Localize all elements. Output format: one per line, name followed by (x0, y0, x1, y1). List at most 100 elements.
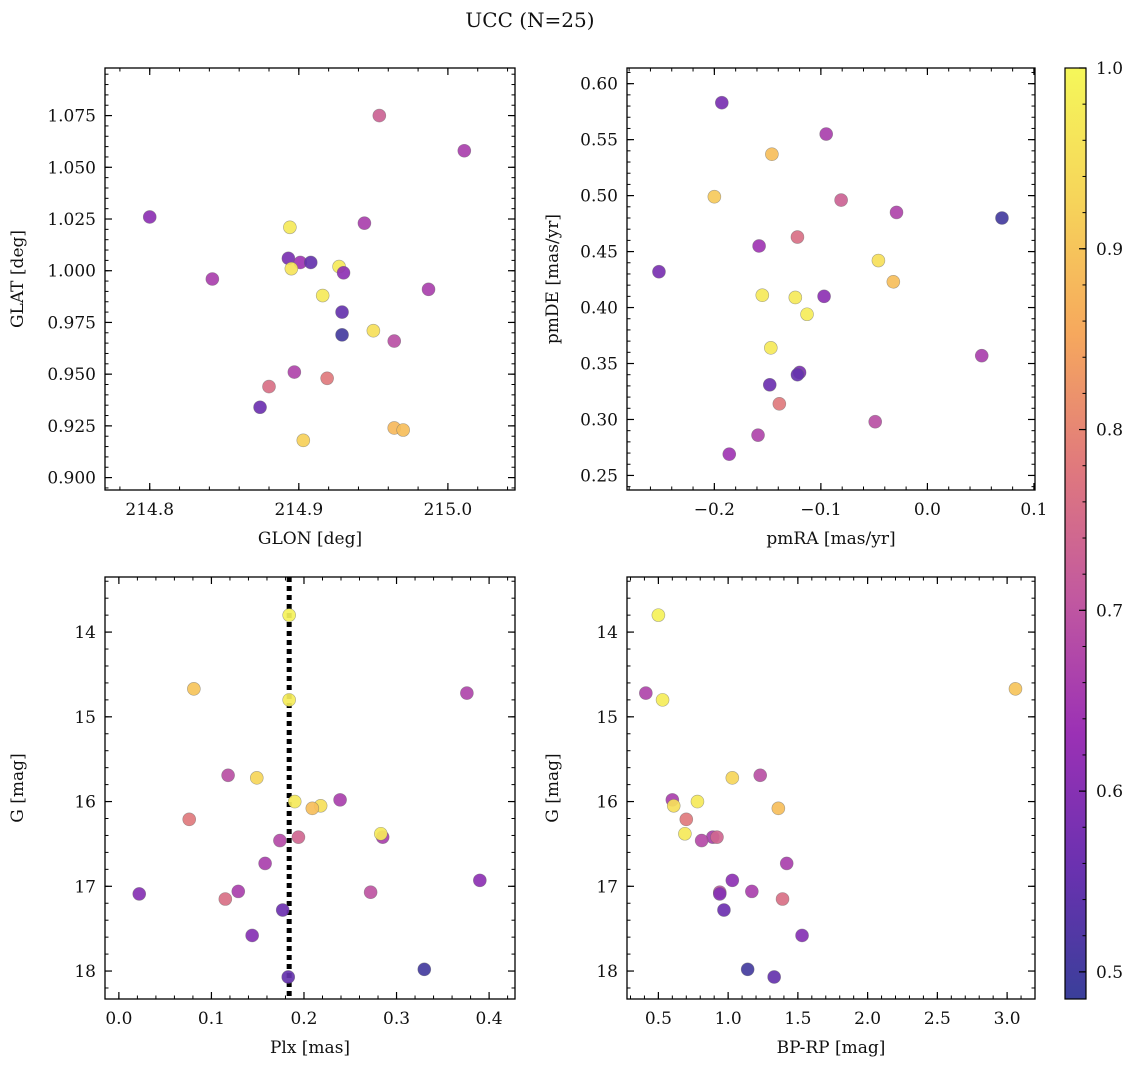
data-point (752, 239, 766, 253)
data-point (819, 127, 834, 141)
y-tick-label: 0.50 (580, 187, 618, 207)
data-point (258, 856, 272, 871)
data-point (725, 771, 740, 785)
y-axis-label: G [mag] (8, 753, 28, 822)
data-point (296, 433, 311, 448)
data-point (335, 328, 349, 342)
x-tick-label: 0.3 (383, 1009, 410, 1029)
y-tick-label: 0.925 (47, 417, 96, 437)
y-tick-label: 0.35 (580, 355, 618, 375)
data-point (800, 307, 814, 322)
data-point (281, 970, 296, 984)
data-point (751, 428, 765, 442)
y-tick-label: 0.55 (580, 131, 618, 151)
x-tick-label: 0.5 (645, 1009, 672, 1029)
x-tick-label: −0.1 (800, 500, 841, 520)
scatter-panel-4: 0.5 1.0 1.5 2.0 2.5 3.0 14 15 16 17 18 BP-RP [mag] G… (543, 576, 1036, 1058)
data-point (245, 928, 259, 943)
x-tick-label: 0.4 (476, 1009, 503, 1029)
y-tick-label: 15 (74, 708, 96, 728)
x-tick-label: 0.1 (1020, 500, 1047, 520)
data-point (795, 928, 809, 943)
data-point (374, 826, 388, 841)
data-point (305, 801, 320, 816)
data-point (221, 768, 235, 783)
data-point (712, 887, 727, 901)
data-point (287, 365, 302, 379)
data-point (694, 833, 709, 848)
data-point (457, 143, 472, 158)
data-point (666, 798, 681, 813)
y-tick-label: 0.900 (47, 469, 96, 489)
data-point (995, 211, 1009, 225)
axes-frame (626, 67, 1036, 491)
y-axis-label: G [mag] (543, 753, 563, 822)
data-point (767, 970, 781, 984)
scatter-panel-1: 214.8 214.9 215.0 0.900 0.925 0.950 0.975 1.000… (8, 67, 516, 549)
colorbar-tick-label: 0.7 (1096, 601, 1123, 621)
y-tick-label: 16 (596, 793, 618, 813)
data-point (366, 323, 381, 338)
data-point (655, 693, 670, 707)
y-axis-label: GLAT [deg] (8, 230, 28, 328)
data-point (372, 108, 387, 123)
data-point (273, 833, 287, 848)
x-tick-label: 0.2 (290, 1009, 317, 1029)
y-tick-label: 17 (596, 877, 618, 897)
data-point (387, 334, 402, 348)
x-axis-label: pmRA [mas/yr] (766, 529, 895, 549)
data-point (253, 400, 267, 415)
data-point (868, 414, 883, 429)
data-point (182, 812, 197, 827)
data-point (722, 447, 737, 461)
x-tick-label: 0.1 (198, 1009, 225, 1029)
y-tick-label: 18 (74, 962, 96, 982)
data-point (315, 288, 330, 303)
data-point (772, 397, 787, 411)
data-point (788, 290, 803, 305)
data-point (779, 856, 794, 871)
data-point (753, 768, 768, 783)
y-tick-label: 18 (596, 962, 618, 982)
axes-frame (626, 576, 1036, 1000)
x-tick-label: 1.0 (715, 1009, 742, 1029)
data-point (679, 812, 694, 827)
x-tick-label: 3.0 (994, 1009, 1021, 1029)
y-tick-label: 0.40 (580, 299, 618, 319)
data-point (336, 265, 351, 280)
x-tick-label: 214.8 (125, 500, 174, 520)
axes-frame (104, 67, 516, 491)
data-point (335, 305, 349, 319)
data-point (333, 793, 347, 807)
data-point (142, 210, 157, 224)
y-tick-label: 15 (596, 708, 618, 728)
data-point (303, 255, 318, 270)
data-point (205, 272, 220, 286)
data-point (363, 885, 378, 900)
data-point (396, 423, 410, 437)
x-tick-label: −0.2 (694, 500, 735, 520)
data-point (218, 892, 233, 906)
data-point (764, 341, 778, 355)
data-point (690, 794, 705, 809)
data-point (886, 274, 901, 289)
data-point (639, 686, 653, 700)
data-point (231, 884, 246, 899)
data-point (132, 887, 147, 901)
data-point (473, 873, 487, 888)
x-axis-label: GLON [deg] (258, 529, 362, 549)
y-axis-label: pmDE [mas/yr] (543, 214, 563, 344)
data-point (421, 282, 436, 297)
data-point (790, 230, 805, 244)
data-point (652, 264, 666, 279)
data-point (284, 261, 299, 276)
y-tick-label: 14 (596, 623, 618, 643)
axes-frame (104, 576, 516, 1000)
data-point (275, 903, 290, 917)
data-point (725, 873, 740, 888)
x-tick-label: 0.0 (914, 500, 941, 520)
y-tick-label: 0.975 (47, 313, 96, 333)
x-tick-label: 2.5 (924, 1009, 951, 1029)
